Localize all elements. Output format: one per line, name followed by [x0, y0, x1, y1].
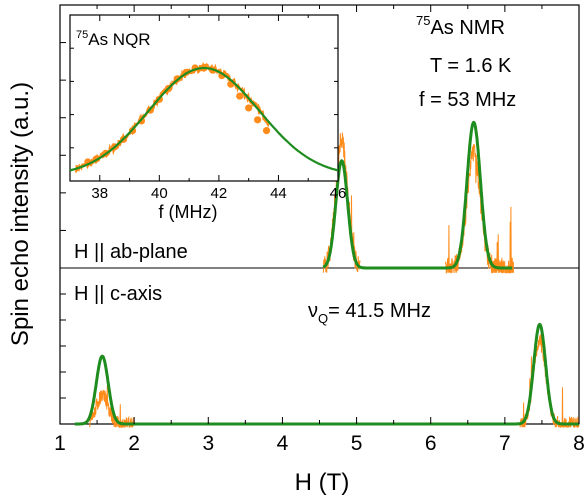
inset-data-point	[254, 116, 262, 124]
inset-frame	[69, 14, 339, 182]
nuq-annotation: νQ= 41.5 MHz	[308, 300, 431, 326]
nuq-subscript: Q	[318, 311, 328, 326]
inset-title: 75As NQR	[76, 29, 151, 49]
panel-label-ab-plane: H || ab-plane	[74, 241, 188, 263]
x-tick-label: 2	[128, 432, 140, 455]
inset-x-tick-label: 38	[91, 185, 108, 202]
panel-label-c-axis: H || c-axis	[74, 283, 162, 305]
fit-curve-panel-1	[322, 120, 513, 270]
inset-fit-curve	[69, 66, 339, 172]
inset-x-tick-label: 44	[270, 185, 287, 202]
inset-data-point	[236, 92, 244, 100]
inset-marks	[69, 61, 339, 173]
nucleus-annotation-main: As NMR	[430, 17, 504, 39]
nuq-symbol: ν	[308, 300, 318, 322]
x-tick-label: 7	[499, 432, 511, 455]
nucleus-annotation-sup: 75	[416, 13, 430, 28]
x-axis-label: H (T)	[295, 469, 350, 496]
x-tick-label: 5	[351, 432, 363, 455]
nuq-value: = 41.5 MHz	[328, 300, 431, 322]
inset-x-axis-label: f (MHz)	[159, 202, 218, 222]
temperature-annotation: T = 1.6 K	[430, 55, 512, 77]
inset-chart: 38 40 42 44 46 75As NQR f (MHz)	[69, 14, 347, 222]
inset-ticks: 38 40 42 44 46	[69, 15, 347, 202]
inset-x-tick-label: 46	[330, 185, 347, 202]
inset-title-main: As NQR	[88, 30, 150, 49]
inset-x-tick-label: 40	[151, 185, 168, 202]
main-ticks: 1 2 3 4 5 6 7 8	[54, 5, 584, 455]
main-marks	[74, 114, 580, 429]
inset-data-point	[245, 104, 253, 112]
inset-data-point	[262, 127, 271, 135]
x-tick-label: 8	[573, 432, 584, 455]
x-tick-label: 1	[54, 432, 66, 455]
data-series-panel-2-segment-1	[89, 385, 135, 429]
inset-title-sup: 75	[76, 29, 88, 41]
nucleus-annotation: 75As NMR	[416, 13, 505, 39]
frequency-annotation: f = 53 MHz	[419, 89, 516, 111]
x-tick-label: 4	[277, 432, 289, 455]
inset-x-tick-label: 42	[211, 185, 228, 202]
x-tick-label: 3	[202, 432, 214, 455]
x-tick-label: 6	[425, 432, 437, 455]
fit-curve-panel-2	[74, 322, 579, 426]
y-axis-label: Spin echo intensity (a.u.)	[7, 82, 34, 346]
